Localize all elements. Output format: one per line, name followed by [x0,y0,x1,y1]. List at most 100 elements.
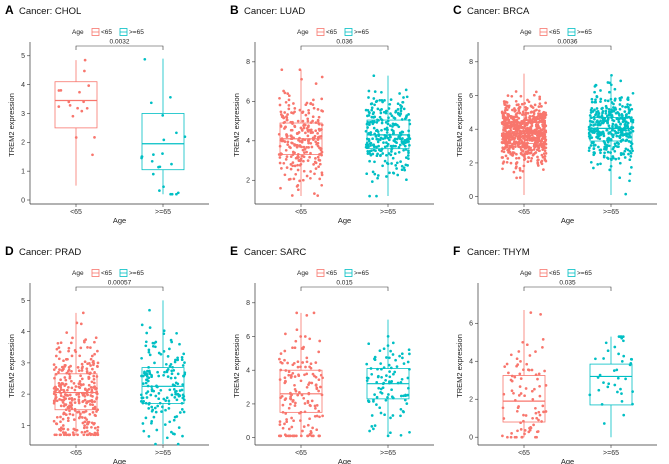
data-point [501,156,505,159]
data-point [277,132,281,136]
data-point [513,107,516,110]
pvalue-label: 0.036 [336,39,353,46]
data-point [617,112,621,115]
data-point [70,354,74,358]
data-point [625,138,629,142]
data-point [590,107,594,110]
y-axis-label: TREM2 expression [455,93,464,157]
data-point [284,380,287,384]
data-point [96,349,99,353]
data-point [626,103,629,106]
data-point [139,393,143,397]
data-point [86,433,90,437]
data-point [175,192,178,196]
data-point [403,144,407,148]
data-point [395,167,398,170]
data-point [145,378,149,381]
data-point [520,126,524,130]
data-point [141,374,145,378]
data-point [537,120,541,124]
y-tick-label: 1 [21,423,25,430]
data-point [597,145,600,149]
data-point [68,401,72,405]
data-point [144,340,148,344]
data-point [284,434,288,438]
data-point [144,401,148,405]
data-point [380,99,384,102]
data-point [406,360,410,364]
data-point [509,161,513,165]
box-old [140,57,187,196]
data-point [513,399,517,402]
data-point [176,358,180,362]
box-iqr [141,113,185,171]
data-point [61,431,65,434]
data-point [508,131,511,134]
data-point [63,384,67,387]
data-point [284,158,288,161]
data-point [367,96,370,99]
data-point [402,140,406,144]
data-point [295,434,298,438]
data-point [395,161,399,165]
y-axis-label: TREM2 expression [7,93,16,157]
data-point [293,107,297,110]
data-point [520,152,523,156]
data-point [73,401,77,404]
data-point [295,328,299,332]
data-point [309,151,312,155]
data-point [59,391,63,395]
data-point [170,162,173,166]
data-point [388,171,391,175]
data-point [279,368,283,372]
data-point [400,377,404,381]
data-point [515,357,519,361]
data-point [528,138,532,142]
data-point [284,148,288,152]
data-point [89,357,93,361]
data-point [365,376,369,380]
data-point [396,108,400,111]
data-point [62,412,65,416]
data-point [142,400,146,403]
data-point [175,389,178,393]
data-point [62,388,66,392]
data-point [511,142,515,146]
data-point [68,393,72,397]
data-point [515,152,518,156]
data-point [535,128,538,132]
data-point [68,412,72,416]
y-tick-label: 5 [21,298,25,305]
data-point [524,111,528,115]
data-point [182,410,186,414]
data-point [54,366,58,369]
data-point [306,399,310,403]
data-point [166,368,170,371]
data-point [69,364,72,368]
data-point [298,68,302,72]
data-point [96,429,100,432]
data-point [403,168,407,172]
data-point [367,111,371,114]
data-point [317,127,321,131]
data-point [306,159,310,162]
data-point [303,402,307,405]
data-point [80,377,84,381]
data-point [600,403,604,406]
data-point [375,403,378,406]
data-point [513,435,517,439]
data-point [532,152,536,156]
data-point [611,122,615,126]
data-point [377,144,380,148]
data-point [502,123,506,126]
data-point [283,91,287,95]
data-point [599,97,603,101]
data-point [528,114,532,118]
data-point [64,433,68,437]
y-tick-label: 4 [469,127,473,134]
data-point [180,408,184,411]
data-point [291,150,295,154]
data-point [84,388,87,391]
data-point [529,311,533,314]
data-point [287,427,291,431]
